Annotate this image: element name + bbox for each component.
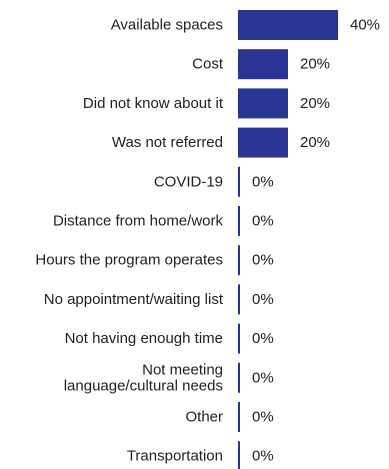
value-label: 0% [252,291,274,308]
value-label: 0% [252,252,274,269]
value-label: 40% [350,17,380,34]
category-label-line: Did not know about it [83,95,224,112]
category-label: COVID-19 [154,173,223,190]
bar [238,284,240,315]
category-label: Transportation [127,448,223,465]
category-label: Not having enough time [65,330,223,347]
value-label: 20% [300,134,330,151]
category-label-line: COVID-19 [154,173,223,190]
category-label-line: language/cultural needs [64,377,223,394]
category-label-line: Cost [192,56,224,73]
value-label: 20% [300,95,330,112]
value-label: 0% [252,330,274,347]
value-labels: 40% 20% 20% 20% 0% 0% 0% 0% 0% 0% 0% 0% [252,17,380,465]
value-label: 0% [252,213,274,230]
category-label-line: Other [185,409,223,426]
bars-layer [238,10,338,469]
category-label-line: Not having enough time [65,330,223,347]
category-label-line: Was not referred [112,134,223,151]
bar [238,127,288,158]
category-label-line: Hours the program operates [35,252,223,269]
category-label-line: Distance from home/work [53,213,224,230]
category-label-line: No appointment/waiting list [44,291,224,308]
category-label: No appointment/waiting list [44,291,224,308]
value-label: 0% [252,448,274,465]
value-label: 0% [252,409,274,426]
bar [238,402,240,432]
category-label: Did not know about it [83,95,224,112]
bar [238,323,240,354]
category-label: Was not referred [112,134,223,151]
value-label: 0% [252,173,274,190]
bar [238,49,288,80]
bar [238,88,288,119]
category-label: Other [185,409,223,426]
category-label: Distance from home/work [53,213,224,230]
value-label: 20% [300,56,330,73]
category-label: Hours the program operates [35,252,223,269]
value-label: 0% [252,369,274,386]
category-labels: Available spaces Cost Did not know about i… [35,17,223,465]
category-label-line: Not meeting [142,361,223,378]
bar [238,362,240,393]
category-label-line: Available spaces [111,17,223,34]
bar [238,245,240,276]
category-label: Available spaces [111,17,223,34]
bar [238,10,338,40]
category-label: Cost [192,56,224,73]
category-label: Not meeting language/cultural needs [64,361,223,394]
bar [238,166,240,197]
bar [238,206,240,236]
category-label-line: Transportation [127,448,223,465]
bar [238,441,240,469]
